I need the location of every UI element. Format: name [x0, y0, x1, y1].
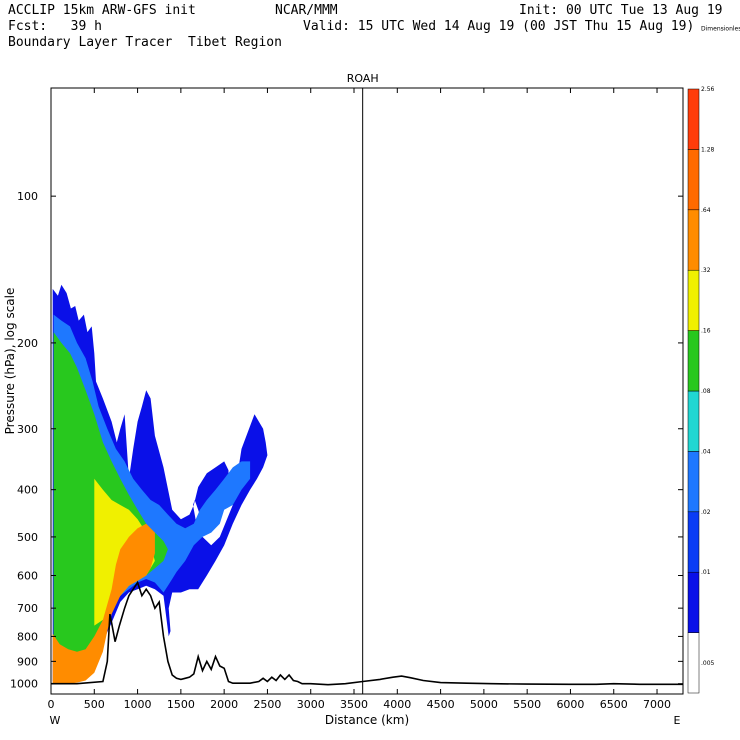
colorbar-swatch [687, 511, 700, 573]
y-tick-label: 800 [17, 630, 38, 643]
y-tick-label: 700 [17, 602, 38, 615]
y-tick-label: 500 [17, 531, 38, 544]
x-tick-label: 0 [48, 698, 55, 711]
colorbar-level-label: 2.56 [701, 86, 715, 93]
colorbar-swatch [687, 571, 700, 633]
x-tick-label: 4000 [383, 698, 411, 711]
x-tick-label: 2000 [210, 698, 238, 711]
colorbar-swatch [687, 390, 700, 452]
x-end-right-label: E [674, 714, 681, 727]
colorbar-swatch [687, 451, 700, 513]
x-tick-label: 3500 [340, 698, 368, 711]
x-tick-label: 500 [84, 698, 105, 711]
y-tick-label: 400 [17, 484, 38, 497]
y-tick-label: 600 [17, 570, 38, 583]
x-tick-label: 2500 [253, 698, 281, 711]
x-tick-label: 3000 [297, 698, 325, 711]
y-tick-label: 200 [17, 337, 38, 350]
x-tick-label: 5500 [513, 698, 541, 711]
x-tick-label: 6000 [556, 698, 584, 711]
x-tick-label: 4500 [427, 698, 455, 711]
header-source: NCAR/MMM [275, 3, 338, 18]
x-tick-label: 5000 [470, 698, 498, 711]
terrain-profile-line [51, 580, 683, 686]
colorbar: .005 .01 .02 .04 .08 .16 .32 .64 1.28 2.56 Dimensi… [687, 26, 740, 694]
colorbar-swatch [687, 149, 700, 211]
colorbar-level-label: .64 [701, 207, 711, 214]
x-tick-label: 1000 [124, 698, 152, 711]
colorbar-level-label: .16 [701, 328, 711, 335]
colorbar-level-label: 1.28 [701, 146, 715, 153]
colorbar-level-label: .01 [701, 569, 711, 576]
header-valid-time: Valid: 15 UTC Wed 14 Aug 19 (00 JST Thu … [303, 19, 695, 34]
colorbar-swatch [687, 269, 700, 331]
colorbar-swatch [687, 330, 700, 392]
y-tick-label: 100 [17, 190, 38, 203]
colorbar-swatch [687, 632, 700, 694]
colorbar-level-label: .32 [701, 267, 711, 274]
plot-frame [50, 87, 684, 695]
colorbar-level-label: .005 [701, 660, 715, 667]
colorbar-level-label: Dimensionless [701, 26, 740, 33]
colorbar-level-label: .04 [701, 448, 711, 455]
y-tick-label: 300 [17, 423, 38, 436]
tracer-region-p64 [52, 523, 155, 684]
y-tick-label: 1000 [10, 678, 38, 691]
header-forecast-hour: Fcst: 39 h [8, 19, 102, 34]
x-axis-label: Distance (km) [325, 713, 409, 727]
header-field-name: Boundary Layer Tracer Tibet Region [8, 35, 282, 50]
colorbar-swatch [687, 88, 700, 150]
colorbar-level-label: .08 [701, 388, 711, 395]
y-axis-label: Pressure (hPa), log scale [3, 288, 17, 435]
station-marker-label: ROAH [347, 72, 379, 85]
y-tick-label: 900 [17, 655, 38, 668]
header-title-line1: ACCLIP 15km ARW-GFS init [8, 3, 196, 18]
x-tick-label: 7000 [643, 698, 671, 711]
x-tick-label: 6500 [600, 698, 628, 711]
x-tick-label: 1500 [167, 698, 195, 711]
x-end-left-label: W [50, 714, 61, 727]
colorbar-swatch [687, 209, 700, 271]
tracer-contours [52, 284, 268, 684]
colorbar-level-label: .02 [701, 509, 711, 516]
header-init-time: Init: 00 UTC Tue 13 Aug 19 [519, 3, 723, 18]
